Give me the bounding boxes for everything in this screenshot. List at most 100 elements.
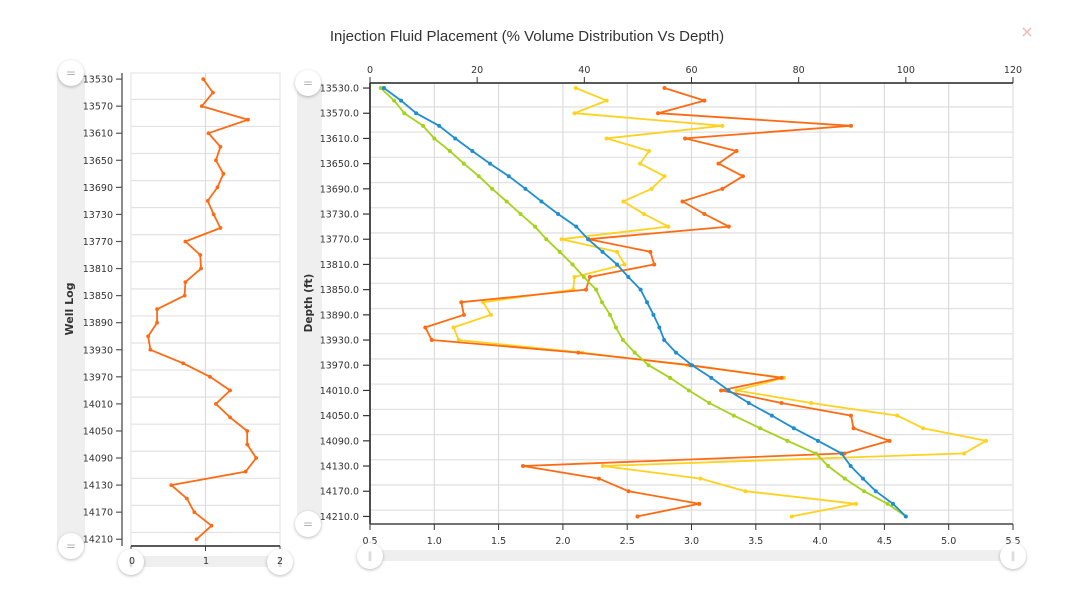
depth-axis-title: Depth (ft) bbox=[303, 274, 315, 333]
y-tick-label: 14090.0 bbox=[320, 436, 359, 447]
data-point-yellow bbox=[621, 199, 626, 204]
data-point-green bbox=[570, 262, 575, 267]
data-point-orange bbox=[596, 476, 601, 481]
data-point-green bbox=[402, 111, 407, 116]
data-point-well-log bbox=[194, 537, 199, 542]
x-slider-track[interactable] bbox=[370, 550, 1013, 561]
y-tick-label: 13810 bbox=[83, 264, 113, 275]
data-point-green bbox=[557, 249, 562, 254]
y-tick-label: 14170 bbox=[83, 508, 113, 519]
data-point-orange bbox=[702, 98, 707, 103]
data-point-orange bbox=[719, 388, 724, 393]
data-point-green bbox=[533, 224, 538, 229]
y-tick-label: 14130 bbox=[83, 481, 113, 492]
drag-handle-icon: = bbox=[302, 517, 314, 531]
data-point-green bbox=[608, 312, 613, 317]
data-point-blue bbox=[470, 149, 475, 154]
y-tick-label: 13650 bbox=[83, 156, 113, 167]
data-point-blue bbox=[556, 212, 561, 217]
y-tick-label: 13610.0 bbox=[320, 134, 359, 145]
data-point-orange bbox=[720, 186, 725, 191]
y-tick-label: 13650.0 bbox=[320, 159, 359, 170]
data-point-blue bbox=[488, 161, 493, 166]
y-tick-label: 13850 bbox=[83, 291, 113, 302]
data-point-orange bbox=[626, 489, 631, 494]
depth-slider-bottom-handle[interactable]: = bbox=[295, 511, 321, 537]
data-point-well-log bbox=[228, 388, 232, 393]
data-point-green bbox=[632, 350, 637, 355]
data-point-well-log bbox=[243, 469, 248, 474]
well-log-x-slider-left-handle[interactable]: ‖ bbox=[118, 549, 144, 575]
data-point-yellow bbox=[647, 149, 652, 154]
data-point-well-log bbox=[201, 77, 206, 81]
top-axis-tick-label: 80 bbox=[793, 65, 805, 76]
data-point-orange bbox=[635, 514, 640, 519]
y-tick-label: 13530.0 bbox=[320, 84, 359, 95]
well-log-x-slider-track[interactable] bbox=[131, 556, 280, 567]
data-point-orange bbox=[652, 262, 657, 267]
data-point-yellow bbox=[600, 464, 605, 469]
y-tick-label: 13570 bbox=[83, 102, 113, 113]
data-point-green bbox=[613, 325, 618, 330]
data-point-orange bbox=[848, 413, 853, 418]
data-point-yellow bbox=[734, 388, 739, 393]
data-point-yellow bbox=[809, 401, 814, 406]
data-point-green bbox=[476, 174, 481, 179]
data-point-yellow bbox=[638, 161, 643, 166]
data-point-yellow bbox=[662, 174, 667, 179]
data-point-yellow bbox=[456, 338, 461, 343]
drag-handle-icon: ‖ bbox=[128, 556, 134, 568]
bottom-axis-tick-label: 1.0 bbox=[427, 536, 442, 547]
close-icon[interactable]: × bbox=[1020, 22, 1034, 41]
y-tick-label: 13930.0 bbox=[320, 336, 359, 347]
data-point-well-log bbox=[245, 442, 250, 447]
y-tick-label: 14210 bbox=[83, 535, 113, 546]
bottom-axis-tick-label: 4.5 bbox=[877, 536, 892, 547]
x-slider-left-handle[interactable]: ‖ bbox=[357, 543, 383, 569]
data-point-well-log bbox=[214, 401, 218, 406]
data-point-orange bbox=[887, 438, 892, 443]
data-point-orange bbox=[521, 464, 526, 469]
well-log-x-slider-right-handle[interactable]: ‖ bbox=[267, 549, 293, 575]
well-log-x-tick-label: 2 bbox=[276, 556, 284, 567]
top-axis-tick-label: 40 bbox=[578, 65, 590, 76]
data-point-green bbox=[581, 275, 586, 280]
data-point-well-log bbox=[192, 510, 197, 515]
data-point-green bbox=[421, 123, 426, 128]
well-log-depth-slider-bottom-handle[interactable]: = bbox=[58, 533, 84, 559]
depth-slider-top-handle[interactable]: = bbox=[295, 70, 321, 96]
data-point-well-log bbox=[254, 456, 259, 460]
data-point-green bbox=[432, 136, 437, 141]
top-axis-tick-label: 20 bbox=[471, 65, 483, 76]
bottom-axis-tick-label: 2.5 bbox=[620, 536, 635, 547]
data-point-green bbox=[646, 363, 651, 368]
data-point-blue bbox=[399, 98, 404, 103]
data-point-well-log bbox=[146, 334, 151, 339]
data-point-yellow bbox=[559, 237, 564, 242]
bottom-axis-tick-label: 2.0 bbox=[555, 536, 570, 547]
bottom-axis-tick-label: 3.5 bbox=[748, 536, 763, 547]
bottom-axis-tick-label: 1.5 bbox=[491, 536, 506, 547]
data-point-well-log bbox=[199, 104, 204, 109]
data-point-orange bbox=[680, 199, 685, 204]
data-point-orange bbox=[734, 149, 739, 154]
depth-slider-track[interactable] bbox=[297, 83, 322, 524]
well-log-depth-slider-track[interactable] bbox=[57, 73, 85, 546]
data-point-blue bbox=[437, 123, 442, 128]
data-point-yellow bbox=[720, 123, 725, 128]
x-slider-right-handle[interactable]: ‖ bbox=[1000, 543, 1026, 569]
drag-handle-icon: = bbox=[65, 66, 77, 80]
y-tick-label: 13690 bbox=[83, 183, 113, 194]
data-point-blue bbox=[873, 489, 878, 494]
data-point-well-log bbox=[211, 212, 216, 217]
y-tick-label: 13770.0 bbox=[320, 235, 359, 246]
data-point-well-log bbox=[182, 293, 187, 298]
data-point-green bbox=[758, 426, 763, 431]
data-point-green bbox=[461, 161, 466, 166]
bottom-axis-tick-label: 4.0 bbox=[813, 536, 828, 547]
data-point-blue bbox=[709, 375, 714, 380]
data-point-blue bbox=[586, 237, 591, 242]
data-point-blue bbox=[651, 312, 656, 317]
well-log-depth-slider-top-handle[interactable]: = bbox=[58, 60, 84, 86]
data-point-orange bbox=[576, 350, 581, 355]
